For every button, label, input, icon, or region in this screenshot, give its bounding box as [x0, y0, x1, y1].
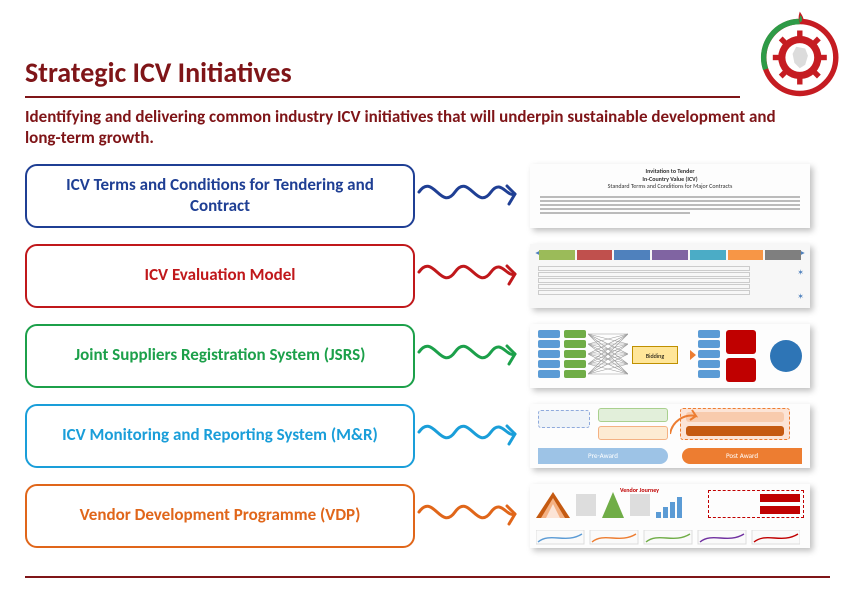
squiggle-arrow: [415, 324, 530, 388]
thumb-jsrs: Bidding: [530, 324, 810, 388]
slide: Strategic ICV Initiatives Identifying an…: [0, 0, 855, 600]
initiative-label: ICV Monitoring and Reporting System (M&R…: [62, 425, 378, 445]
initiative-label: Joint Suppliers Registration System (JSR…: [75, 345, 366, 365]
logo: [753, 8, 843, 98]
initiative-label: ICV Evaluation Model: [145, 265, 296, 285]
initiative-row: ICV Monitoring and Reporting System (M&R…: [25, 403, 830, 469]
page-subtitle: Identifying and delivering common indust…: [25, 106, 800, 149]
thumb-doc: Invitation to Tender In-Country Value (I…: [530, 164, 810, 228]
initiative-label: ICV Terms and Conditions for Tendering a…: [49, 175, 391, 216]
initiative-row: ICV Evaluation Model ◄ ► ✶ ✶: [25, 243, 830, 309]
initiative-pill: Joint Suppliers Registration System (JSR…: [25, 324, 415, 388]
initiative-label: Vendor Development Programme (VDP): [80, 505, 361, 525]
thumb-vdp: Vendor Journey: [530, 484, 810, 548]
initiatives-list: ICV Terms and Conditions for Tendering a…: [25, 163, 830, 549]
initiative-row: ICV Terms and Conditions for Tendering a…: [25, 163, 830, 229]
squiggle-arrow: [415, 484, 530, 548]
initiative-pill: ICV Terms and Conditions for Tendering a…: [25, 164, 415, 228]
footer-rule: [25, 576, 830, 578]
page-title: Strategic ICV Initiatives: [25, 55, 740, 98]
initiative-row: Vendor Development Programme (VDP) Vendo…: [25, 483, 830, 549]
squiggle-arrow: [415, 404, 530, 468]
squiggle-arrow: [415, 164, 530, 228]
thumb-table: ◄ ► ✶ ✶: [530, 244, 810, 308]
squiggle-arrow: [415, 244, 530, 308]
initiative-row: Joint Suppliers Registration System (JSR…: [25, 323, 830, 389]
initiative-pill: Vendor Development Programme (VDP): [25, 484, 415, 548]
thumb-mr: Pre-Award Post Award: [530, 404, 810, 468]
initiative-pill: ICV Evaluation Model: [25, 244, 415, 308]
initiative-pill: ICV Monitoring and Reporting System (M&R…: [25, 404, 415, 468]
